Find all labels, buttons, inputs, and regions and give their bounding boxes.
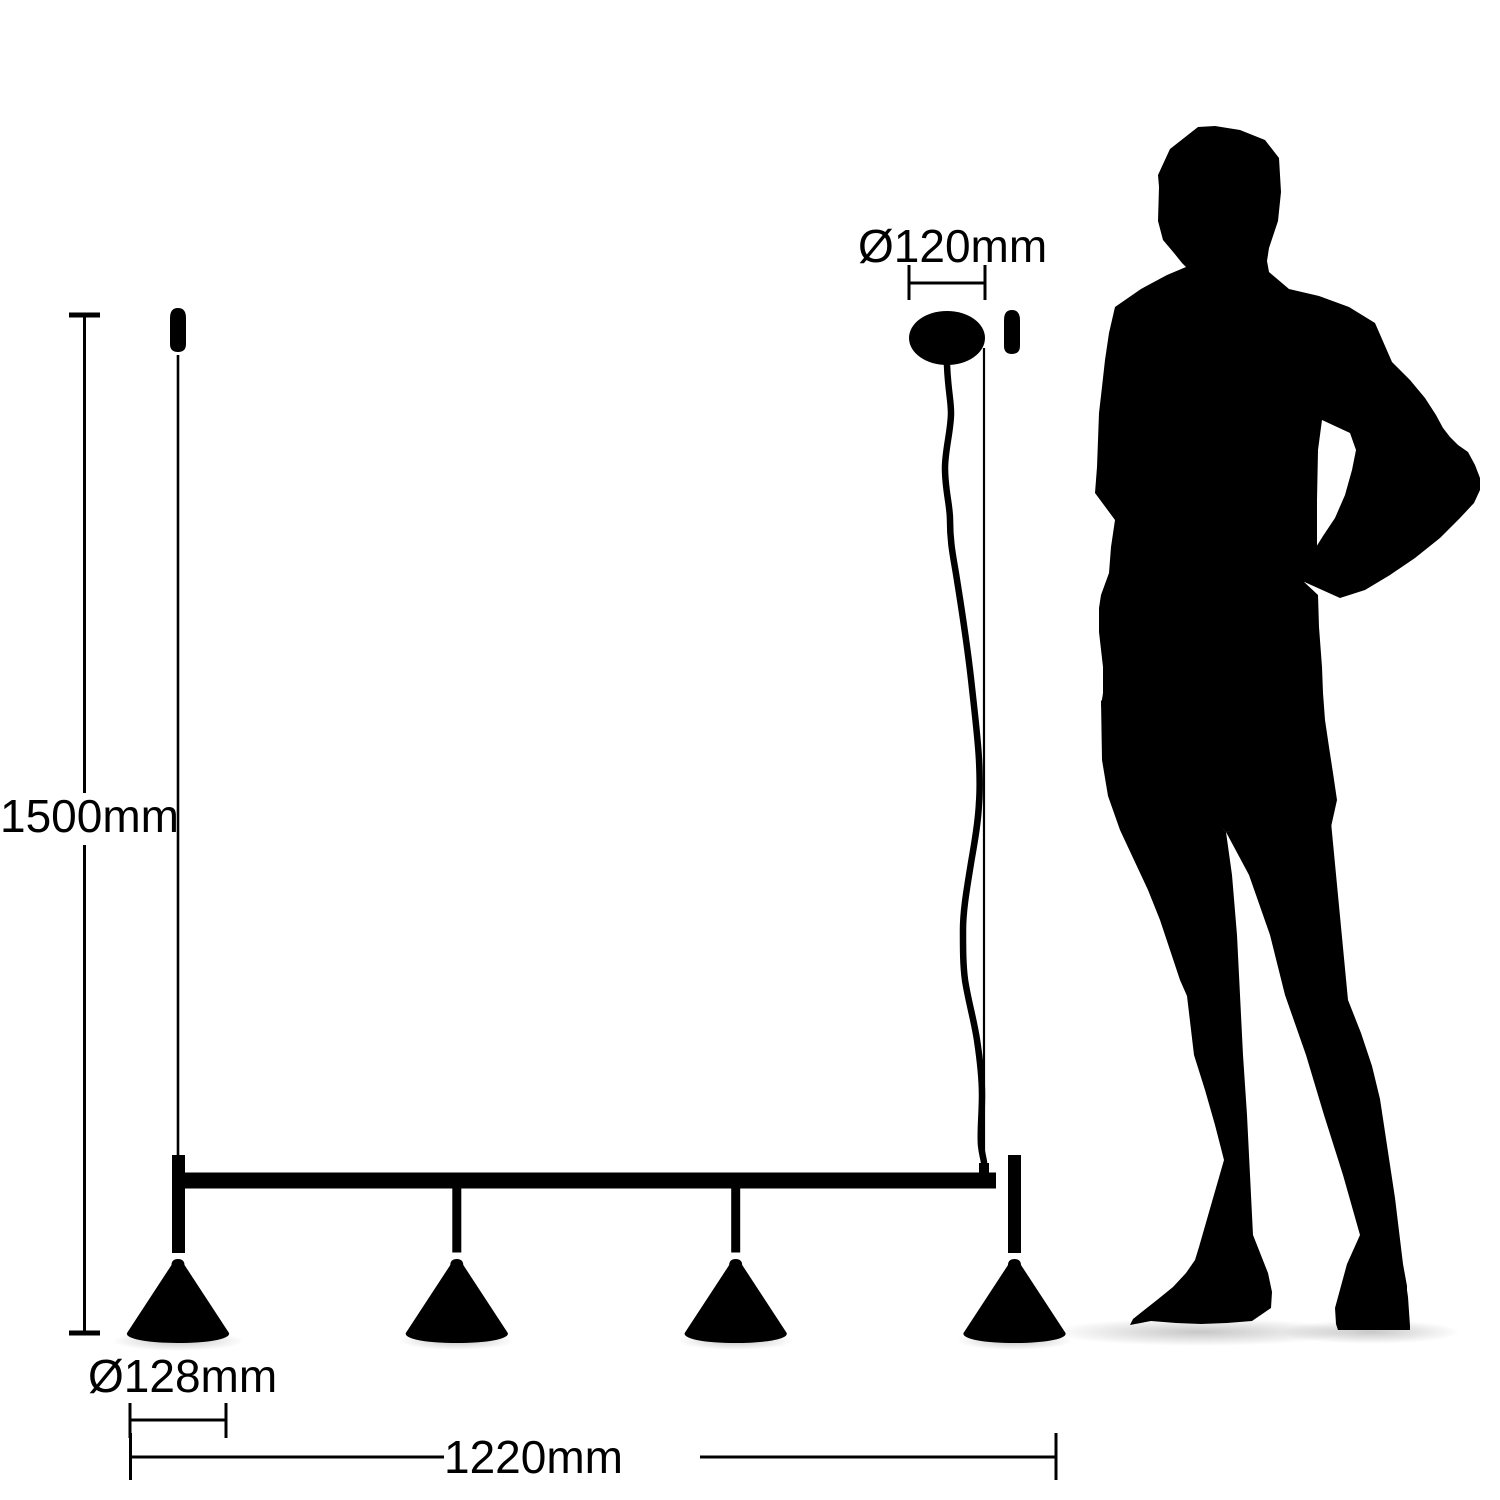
svg-text:1500mm: 1500mm [0,790,179,842]
svg-text:Ø128mm: Ø128mm [88,1350,277,1402]
svg-text:Ø120mm: Ø120mm [858,220,1047,272]
svg-text:1220mm: 1220mm [444,1431,623,1483]
